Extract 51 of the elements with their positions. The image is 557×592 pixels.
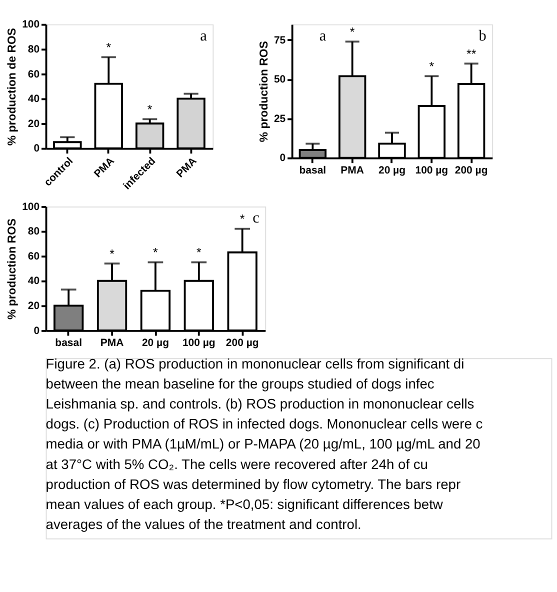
x-tick-label: 200 µg: [454, 166, 488, 177]
annotation: **: [466, 46, 476, 61]
y-tick-label: 25: [274, 114, 286, 125]
y-tick-label: 40: [28, 94, 40, 106]
y-tick-label: 40: [28, 276, 40, 288]
y-axis-title: % production ROS: [6, 218, 18, 320]
x-tick-label: 100 µg: [182, 338, 216, 350]
y-tick-label: 0: [280, 153, 286, 164]
text: production of ROS was determined by flow cytometry. The bars repr: [46, 476, 461, 492]
annotation: *: [196, 246, 202, 260]
annotation: *: [147, 102, 152, 116]
y-tick-label: 100: [22, 202, 40, 213]
annotation: *: [153, 246, 158, 260]
x-tick-label: PMA: [100, 338, 124, 350]
y-tick-label: 20: [28, 118, 40, 130]
y-tick-label: 50: [274, 74, 286, 86]
text: between the mean baseline for the groups studied of dogs infec: [46, 376, 434, 392]
x-tick-label: 200 µg: [226, 338, 259, 350]
text: at 37°C with 5% CO₂. The cells were recovered after 24h of cu: [46, 456, 428, 472]
y-tick-label: 20: [28, 301, 40, 312]
y-tick-label: 60: [28, 251, 40, 262]
y-axis-title: % production de ROS: [6, 28, 18, 146]
x-tick-label: 20 µg: [378, 166, 406, 177]
text: dogs. (c) Production of ROS in infected dogs. Mononuclear cells were c: [46, 416, 483, 432]
annotation: *: [110, 246, 115, 261]
text: Leishmania sp. and controls. (b) ROS production in mononuclear cells: [46, 396, 474, 412]
x-tick-label: basal: [55, 338, 82, 350]
text: media or with PMA (1µM/mL) or P-MAPA (20 µg/mL, 100 µg/mL and 20: [46, 436, 481, 452]
x-tick-label: 20 µg: [142, 338, 169, 350]
y-tick-label: 75: [274, 35, 286, 46]
y-tick-label: 100: [22, 20, 40, 31]
y-tick-label: 80: [28, 44, 40, 56]
y-axis-title: % production ROS: [258, 40, 270, 142]
annotation: a: [200, 28, 208, 45]
x-tick-label: 100 µg: [415, 166, 448, 177]
annotation: *: [429, 59, 434, 74]
caption: Figure 2. (a) ROS production in mononuclear cells from significant di: [46, 356, 464, 372]
annotation: b: [478, 28, 487, 45]
y-tick-label: 60: [28, 69, 40, 80]
y-tick-label: 0: [34, 144, 40, 155]
annotation: *: [106, 40, 112, 54]
annotation: c: [252, 210, 260, 227]
x-tick-label: PMA: [340, 166, 364, 177]
y-tick-label: 80: [28, 226, 40, 238]
y-tick-label: 0: [34, 326, 40, 337]
annotation: *: [350, 24, 355, 39]
text: averages of the values of the treatment and control.: [46, 516, 362, 532]
annotation: *: [240, 212, 245, 226]
x-tick-label: basal: [299, 166, 326, 177]
text: mean values of each group. *P<0,05: significant differences betw: [46, 496, 444, 512]
annotation: a: [319, 28, 326, 45]
